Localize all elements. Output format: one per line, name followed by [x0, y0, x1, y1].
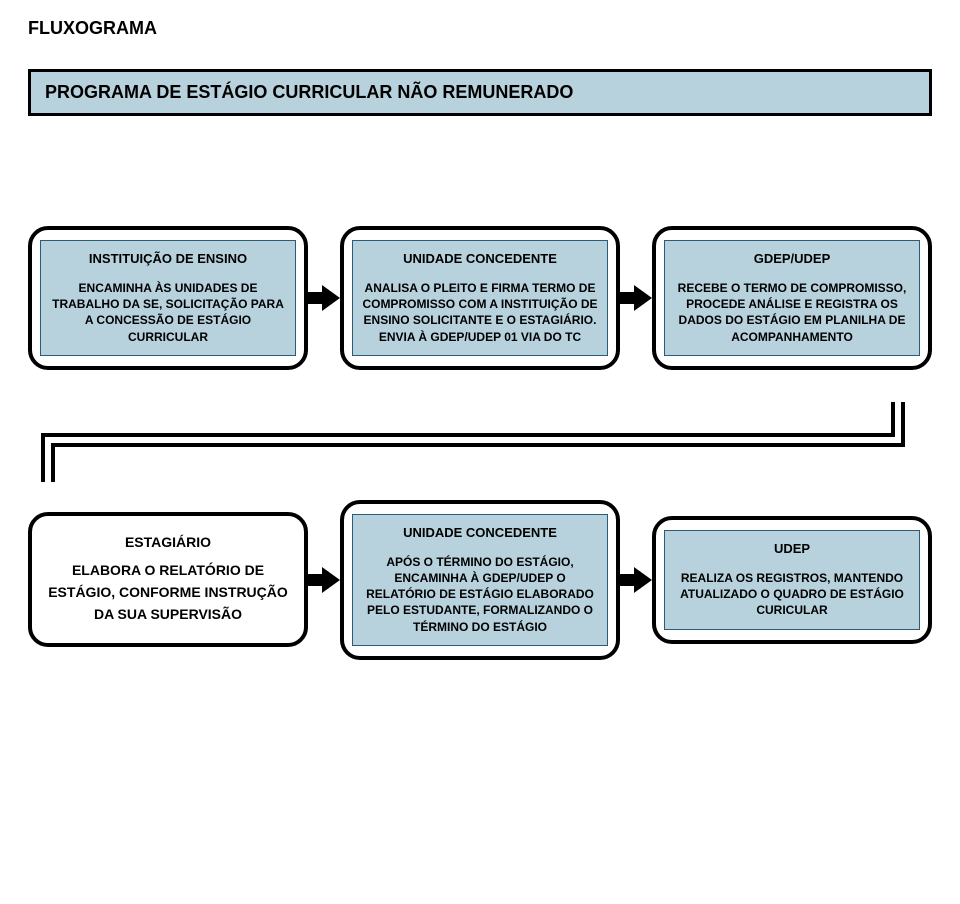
node-title: UNIDADE CONCEDENTE [359, 251, 601, 266]
node-instituicao: INSTITUIÇÃO DE ENSINO ENCAMINHA ÀS UNIDA… [28, 226, 308, 370]
flow-row-2: ESTAGIÁRIO ELABORA O RELATÓRIO DE ESTÁGI… [28, 500, 932, 660]
node-udep: UDEP REALIZA OS REGISTROS, MANTENDO ATUA… [652, 516, 932, 644]
node-body: APÓS O TÉRMINO DO ESTÁGIO, ENCAMINHA À G… [359, 554, 601, 635]
node-body: ANALISA O PLEITO E FIRMA TERMO DE COMPRO… [359, 280, 601, 345]
connector-line [28, 402, 932, 482]
node-unidade-concedente-1: UNIDADE CONCEDENTE ANALISA O PLEITO E FI… [340, 226, 620, 370]
flow-row-1: INSTITUIÇÃO DE ENSINO ENCAMINHA ÀS UNIDA… [28, 226, 932, 370]
node-title: UDEP [671, 541, 913, 556]
node-estagiario: ESTAGIÁRIO ELABORA O RELATÓRIO DE ESTÁGI… [28, 512, 308, 647]
node-title: UNIDADE CONCEDENTE [359, 525, 601, 540]
node-body: ELABORA O RELATÓRIO DE ESTÁGIO, CONFORME… [44, 560, 292, 625]
page-title: FLUXOGRAMA [28, 18, 932, 39]
node-body: RECEBE O TERMO DE COMPROMISSO, PROCEDE A… [671, 280, 913, 345]
arrow-icon [308, 278, 340, 318]
node-gdep-udep: GDEP/UDEP RECEBE O TERMO DE COMPROMISSO,… [652, 226, 932, 370]
node-title: ESTAGIÁRIO [44, 534, 292, 550]
arrow-icon [308, 560, 340, 600]
arrow-icon [620, 560, 652, 600]
node-title: GDEP/UDEP [671, 251, 913, 266]
node-unidade-concedente-2: UNIDADE CONCEDENTE APÓS O TÉRMINO DO EST… [340, 500, 620, 660]
banner: PROGRAMA DE ESTÁGIO CURRICULAR NÃO REMUN… [28, 69, 932, 116]
node-title: INSTITUIÇÃO DE ENSINO [47, 251, 289, 266]
arrow-icon [620, 278, 652, 318]
node-body: REALIZA OS REGISTROS, MANTENDO ATUALIZAD… [671, 570, 913, 619]
node-body: ENCAMINHA ÀS UNIDADES DE TRABALHO DA SE,… [47, 280, 289, 345]
